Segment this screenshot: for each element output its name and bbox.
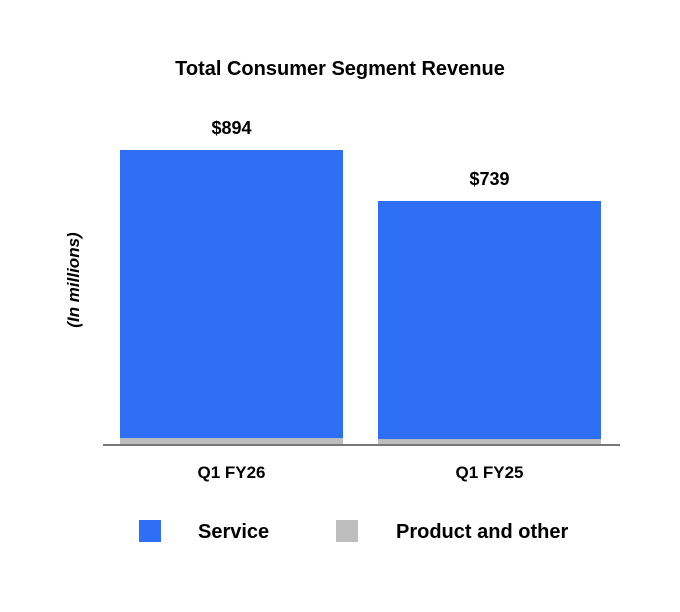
- labels-layer: $894 Q1 FY26 $739 Q1 FY25: [197, 118, 523, 482]
- chart-title: Total Consumer Segment Revenue: [175, 58, 505, 80]
- x-tick-label-1: Q1 FY26: [197, 463, 265, 482]
- legend-label-product-and-other: Product and other: [396, 521, 568, 543]
- data-label-2: $739: [469, 169, 509, 189]
- bars-layer: [120, 150, 601, 444]
- bar-product-and-other-2: [378, 439, 601, 444]
- bar-service-1: [120, 150, 343, 439]
- legend: Service Product and other: [139, 520, 568, 543]
- legend-swatch-product-and-other: [336, 520, 358, 542]
- x-tick-label-2: Q1 FY25: [455, 463, 523, 482]
- data-label-1: $894: [211, 118, 251, 138]
- legend-label-service: Service: [198, 521, 269, 543]
- legend-swatch-service: [139, 520, 161, 542]
- y-axis-label: (In millions): [64, 232, 83, 328]
- bar-service-2: [378, 200, 601, 440]
- bar-product-and-other-1: [120, 438, 343, 444]
